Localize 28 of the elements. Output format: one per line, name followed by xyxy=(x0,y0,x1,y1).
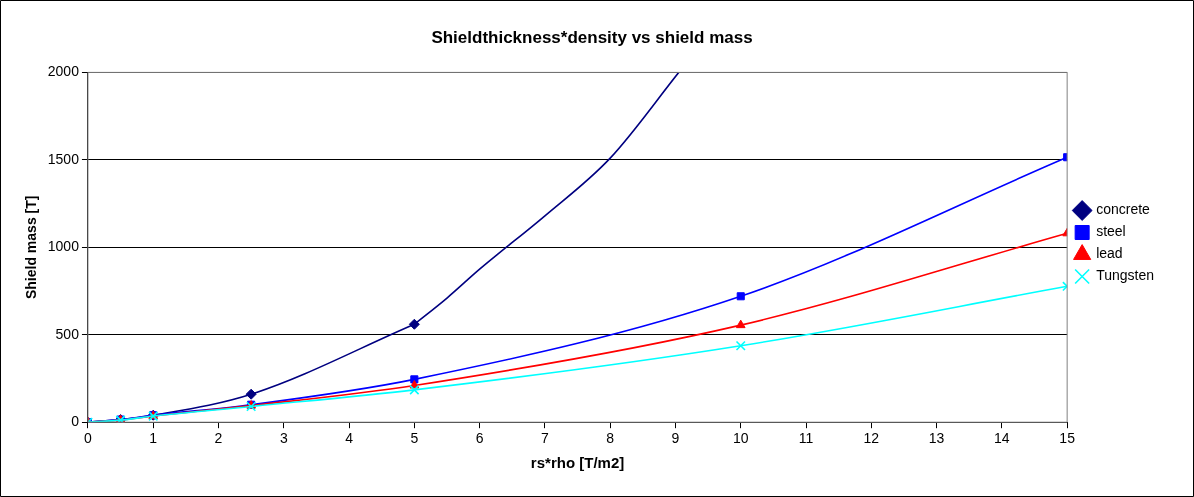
y-tick-label: 0 xyxy=(71,413,80,430)
x-tick-label: 6 xyxy=(475,430,484,447)
x-tick-label: 4 xyxy=(345,430,354,447)
y-tick-label: 500 xyxy=(55,325,80,342)
y-tick-label: 2000 xyxy=(47,63,80,80)
x-tick-label: 11 xyxy=(798,430,814,447)
x-tick-label: 9 xyxy=(671,430,680,447)
y-axis-title: Shield mass [T] xyxy=(23,195,40,300)
x-tick-label: 13 xyxy=(928,430,945,447)
legend-label: steel xyxy=(1096,223,1126,240)
legend-label: concrete xyxy=(1096,201,1151,218)
y-tick-label: 1500 xyxy=(47,150,80,167)
x-tick-label: 7 xyxy=(541,430,550,447)
legend-label: lead xyxy=(1096,245,1123,262)
chart-title: Shieldthickness*density vs shield mass xyxy=(431,27,753,47)
x-tick-label: 0 xyxy=(84,430,93,447)
x-tick-label: 15 xyxy=(1059,430,1076,447)
x-tick-label: 2 xyxy=(214,430,223,447)
x-axis-title: rs*rho [T/m2] xyxy=(530,454,625,472)
x-tick-label: 10 xyxy=(732,430,749,447)
x-tick-label: 3 xyxy=(279,430,288,447)
x-tick-label: 8 xyxy=(606,430,615,447)
x-tick-label: 12 xyxy=(863,430,880,447)
x-tick-label: 14 xyxy=(994,430,1010,447)
x-tick-label: 1 xyxy=(149,430,158,447)
y-tick-label: 1000 xyxy=(47,238,80,255)
x-tick-label: 5 xyxy=(410,430,419,447)
legend-label: Tungsten xyxy=(1096,267,1155,284)
